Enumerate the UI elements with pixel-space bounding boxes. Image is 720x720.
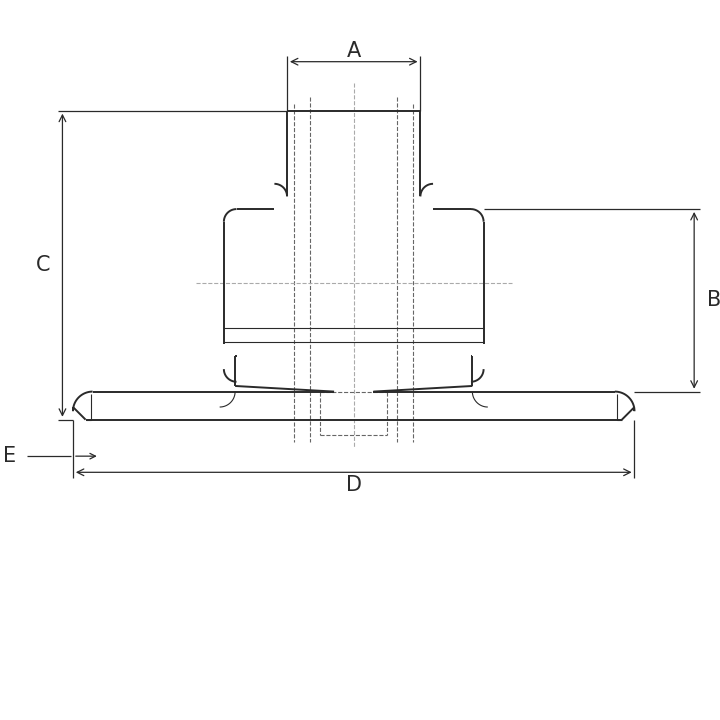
Text: B: B xyxy=(707,290,720,310)
Text: C: C xyxy=(35,256,50,275)
Text: E: E xyxy=(3,446,17,466)
Text: A: A xyxy=(346,41,361,61)
Text: D: D xyxy=(346,475,361,495)
